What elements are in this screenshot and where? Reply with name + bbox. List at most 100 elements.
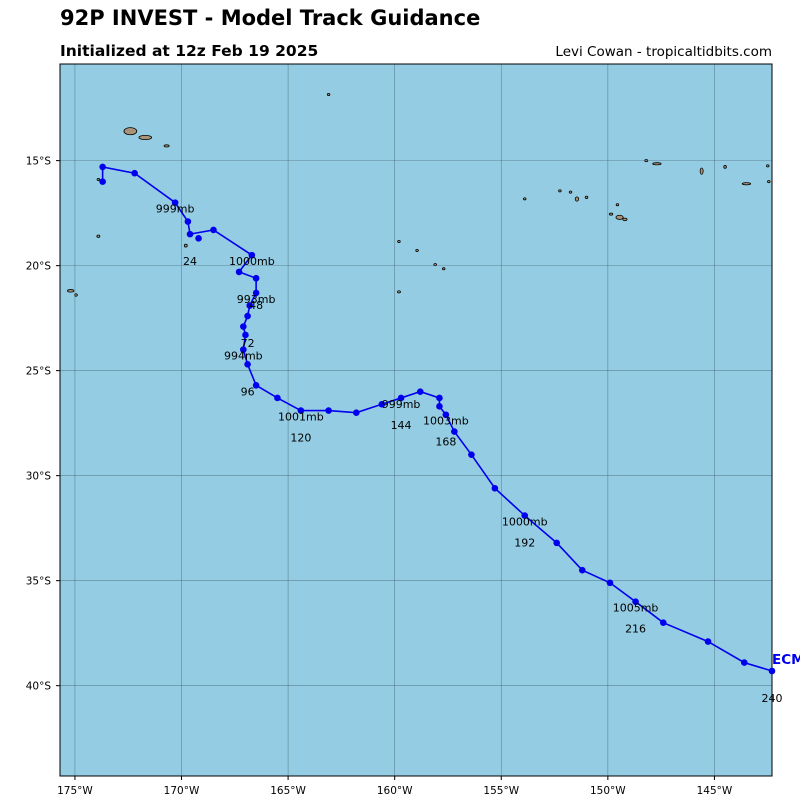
island-rangiroa — [652, 162, 662, 166]
lat-tick-label: 40°S — [26, 681, 52, 693]
land-layer — [67, 92, 771, 297]
island-makemo — [741, 182, 752, 186]
model-label-ecm: ECM — [772, 652, 800, 668]
forecast-hour-label: 168 — [435, 436, 456, 449]
lon-tick-label: 165°W — [270, 785, 306, 797]
track-point — [186, 230, 194, 238]
track-point — [740, 659, 748, 666]
island-tuamotu-2 — [723, 165, 727, 169]
pressure-label: 999mb — [156, 203, 195, 216]
island-niuatoputapu — [96, 178, 101, 182]
track-point — [436, 403, 443, 410]
chart-title: 92P INVEST - Model Track Guidance — [60, 6, 481, 30]
track-point — [704, 638, 712, 645]
track-point — [235, 268, 243, 276]
track-point — [99, 163, 106, 171]
track-point — [195, 235, 202, 242]
island-rarotonga-s — [397, 290, 401, 294]
lon-tick-label: 175°W — [57, 785, 93, 797]
track-point — [468, 451, 475, 458]
island-tetiaroa — [615, 203, 620, 207]
pressure-label: 1003mb — [423, 415, 469, 428]
pressure-label: 993mb — [237, 293, 276, 306]
forecast-hour-label: 120 — [290, 432, 311, 445]
forecast-hour-label: 216 — [625, 623, 646, 636]
track-point — [244, 312, 251, 320]
track-point — [240, 346, 247, 353]
island-tongatapu — [67, 289, 75, 293]
island-mauke — [442, 267, 446, 271]
island-niue — [183, 243, 188, 248]
forecast-hour-label: 240 — [762, 692, 783, 705]
track-point — [252, 382, 260, 389]
forecast-hour-label: 144 — [391, 419, 412, 432]
track-line-ecm — [101, 165, 773, 672]
island-tuamotu-4 — [767, 180, 771, 184]
axis-ticks: 175°W 170°W 165°W 160°W 155°W 150°W 145°W 15°S 2… — [26, 156, 733, 797]
island-tutuila — [163, 144, 170, 148]
chart-subtitle: Initialized at 12z Feb 19 2025 — [60, 42, 319, 60]
track-point — [184, 218, 192, 225]
island-mopelia — [523, 197, 527, 201]
track-point — [378, 400, 386, 408]
island-huahine — [584, 195, 589, 200]
track-point — [491, 484, 499, 492]
track-point — [99, 178, 106, 185]
track-point — [632, 598, 639, 605]
forecast-hour-label: 96 — [241, 385, 255, 398]
track-layer — [99, 163, 776, 675]
track-point — [451, 428, 458, 435]
lon-tick-label: 150°W — [590, 785, 626, 797]
label-layer: 999mb1000mb993mb994mb1001mb999mb1003mb10… — [156, 203, 800, 705]
island-upolu — [138, 135, 153, 141]
track-point — [353, 409, 360, 416]
track-point — [442, 411, 450, 419]
island-manuae — [415, 249, 419, 253]
pressure-label: 994mb — [224, 350, 263, 363]
forecast-hour-label: 192 — [514, 537, 535, 550]
track-point — [244, 361, 251, 368]
island-tuamotu-1 — [699, 167, 704, 175]
track-point — [240, 323, 247, 330]
track-point — [416, 388, 424, 395]
island-bora-bora — [568, 190, 573, 194]
track-point — [578, 566, 586, 574]
track-point — [397, 394, 405, 402]
island-suwarrow — [326, 92, 331, 96]
pressure-label: 1000mb — [229, 255, 275, 268]
lat-tick-label: 20°S — [26, 261, 52, 273]
gridlines — [60, 64, 772, 776]
island-moorea — [608, 212, 614, 216]
pressure-label: 1000mb — [502, 516, 548, 529]
forecast-hour-label: 72 — [241, 337, 255, 350]
island-tuamotu-3 — [766, 164, 770, 168]
island-savaii — [123, 127, 138, 136]
pressure-label: 1001mb — [278, 411, 324, 424]
lon-tick-label: 170°W — [164, 785, 200, 797]
island-aitutaki — [397, 239, 401, 243]
track-point — [248, 251, 256, 259]
island-vavau — [96, 234, 101, 238]
lon-tick-label: 145°W — [697, 785, 733, 797]
credit-text: Levi Cowan - tropicaltidbits.com — [555, 44, 772, 60]
track-point — [297, 407, 305, 414]
ocean-background — [60, 64, 772, 776]
track-point — [768, 667, 776, 675]
track-point — [131, 169, 138, 177]
track-point — [242, 331, 249, 339]
track-point — [521, 512, 529, 519]
lon-tick-label: 155°W — [483, 785, 519, 797]
lat-tick-label: 30°S — [26, 471, 52, 483]
track-point — [274, 394, 281, 402]
island-raiatea — [574, 196, 580, 202]
track-point — [246, 302, 254, 309]
lon-tick-label: 160°W — [377, 785, 413, 797]
track-point — [436, 394, 443, 402]
island-maupiti — [558, 189, 562, 193]
track-point — [252, 274, 260, 282]
map-frame — [59, 63, 773, 777]
track-point — [171, 199, 179, 206]
lat-tick-label: 25°S — [26, 366, 52, 378]
track-point — [325, 407, 332, 414]
